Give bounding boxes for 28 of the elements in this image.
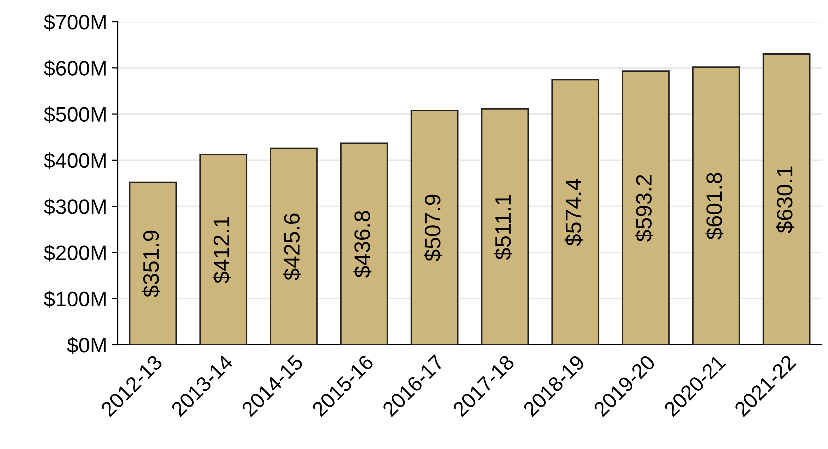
bar	[410, 110, 459, 345]
bar	[340, 142, 388, 345]
bar	[270, 148, 318, 345]
bar	[129, 182, 178, 345]
bar	[622, 70, 670, 345]
y-tick-label: $200M	[44, 244, 106, 262]
data-label: $412.1	[212, 217, 231, 284]
y-tick-label: $700M	[44, 14, 106, 31]
data-label: $436.8	[354, 211, 372, 278]
y-tick-label: $300M	[44, 198, 106, 216]
bar	[692, 66, 740, 345]
bar	[552, 79, 600, 345]
y-tick-label: $400M	[44, 152, 106, 170]
data-label: $351.9	[142, 230, 160, 298]
data-label: $630.1	[776, 166, 794, 234]
data-label: $593.2	[635, 175, 654, 242]
y-tick-label: $100M	[44, 290, 106, 308]
data-label: $601.8	[706, 173, 724, 240]
bar	[200, 154, 248, 345]
y-tick-label: $500M	[44, 106, 106, 124]
y-tick-label: $0M	[67, 337, 106, 354]
data-label: $425.6	[283, 214, 302, 281]
bar	[481, 108, 530, 345]
y-tick-label: $600M	[44, 60, 106, 78]
bar	[762, 54, 811, 345]
data-label: $507.9	[424, 194, 442, 262]
data-label: $574.4	[564, 179, 583, 246]
data-label: $511.1	[494, 195, 512, 260]
